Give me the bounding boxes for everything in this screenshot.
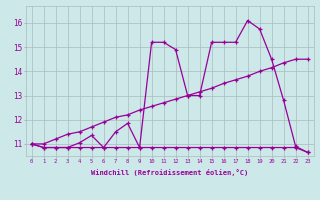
X-axis label: Windchill (Refroidissement éolien,°C): Windchill (Refroidissement éolien,°C) [91, 169, 248, 176]
